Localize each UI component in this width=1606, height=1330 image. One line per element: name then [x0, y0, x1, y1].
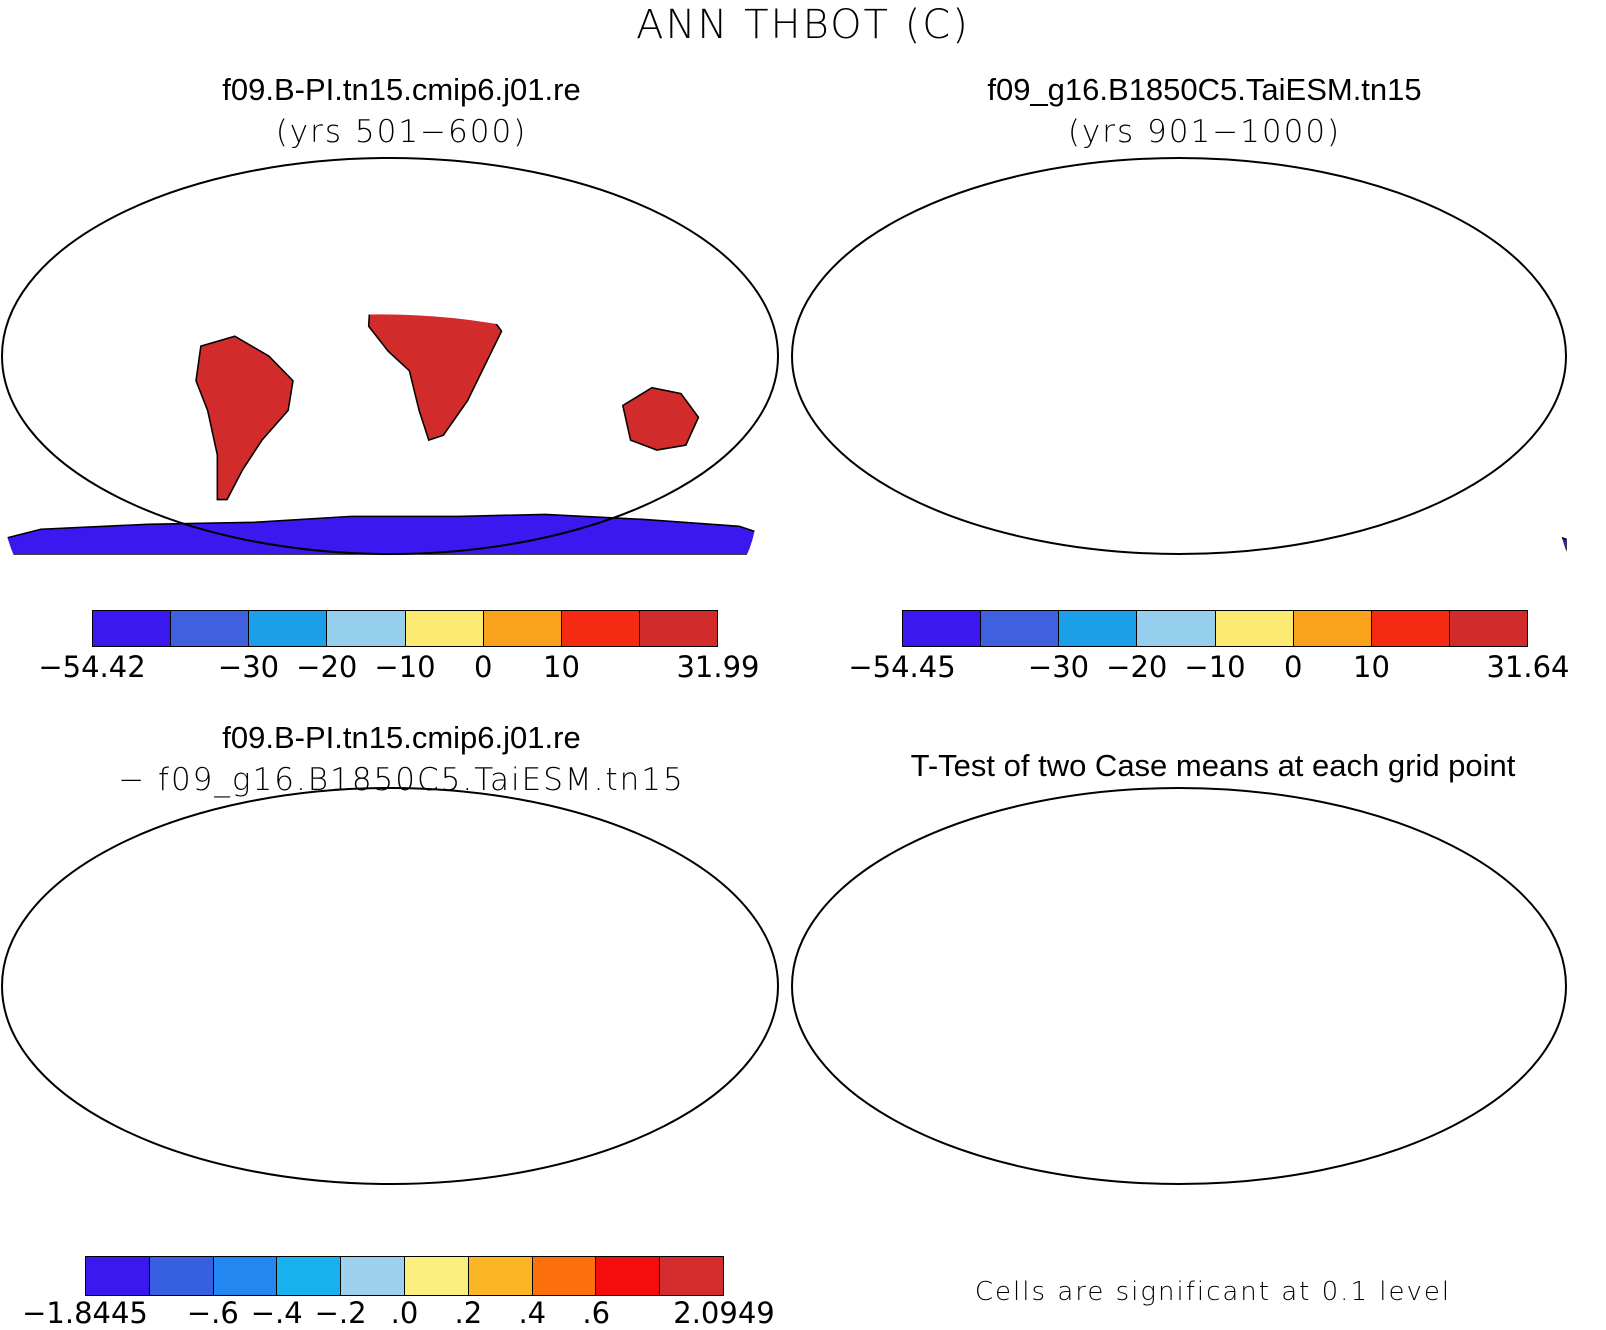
- panel-ttest-title: T-Test of two Case means at each grid po…: [910, 748, 1516, 783]
- colorbar-tick-label: −.2: [314, 1296, 367, 1330]
- panel-case1-title: f09.B-PI.tn15.cmip6.j01.re: [222, 72, 581, 107]
- colorbar-tick-label: −.6: [186, 1296, 239, 1330]
- panel-case2-subtitle: (yrs 901−1000): [1067, 114, 1342, 150]
- colorbar-tick-label: −30: [1027, 650, 1090, 684]
- colorbar-tick-label: −10: [1184, 650, 1246, 684]
- colorbar-tick-label: −20: [1106, 650, 1168, 684]
- panel-diff-subtitle: − f09_g16.B1850C5.TaiESM.tn15: [118, 762, 685, 798]
- land-afr: [369, 909, 502, 1070]
- colorbar-case2: [902, 610, 1528, 647]
- land-ant: [2, 1144, 778, 1184]
- colorbar-swatch: [532, 1257, 597, 1295]
- land-greenland: [1068, 170, 1141, 220]
- colorbar-swatch: [86, 1257, 150, 1295]
- colorbar-tick-label: .0: [390, 1296, 419, 1330]
- colorbar-swatch: [93, 611, 172, 646]
- land-greenland: [278, 170, 351, 220]
- colorbar-tick-label: 10: [1353, 650, 1390, 684]
- land-afr: [367, 314, 503, 442]
- land-afr: [1158, 279, 1291, 440]
- panel-case1-subtitle: (yrs 501−600): [275, 114, 528, 150]
- colorbar-swatch: [1449, 611, 1527, 646]
- land-na: [59, 314, 299, 340]
- map-frame: [1, 787, 779, 1185]
- land-aus: [621, 386, 700, 451]
- land-greenland: [1068, 800, 1141, 850]
- land-eur: [374, 314, 721, 323]
- colorbar-tick-label: −54.45: [848, 650, 956, 684]
- colorbar-tick-label: 31.64: [1486, 650, 1570, 684]
- colorbar-swatch: [981, 611, 1060, 646]
- map-ttest: [791, 787, 1567, 1185]
- colorbar-swatch: [1371, 611, 1450, 646]
- colorbar-swatch: [1059, 611, 1138, 646]
- land-ant: [792, 1144, 1566, 1184]
- colorbar-swatch: [327, 611, 406, 646]
- land-afr: [1158, 909, 1291, 1070]
- land-sa: [195, 335, 294, 501]
- colorbar-tick-label: −30: [217, 650, 280, 684]
- land-aus: [1411, 388, 1486, 450]
- land-sa: [986, 966, 1083, 1129]
- land-eur: [1164, 816, 1507, 952]
- colorbar-diff: [85, 1256, 724, 1296]
- map-frame: [1, 157, 779, 555]
- land-greenland: [278, 800, 351, 850]
- land-sa: [196, 966, 293, 1129]
- colorbar-swatch: [1215, 611, 1294, 646]
- land-aus: [623, 1018, 699, 1080]
- colorbar-swatch: [561, 611, 640, 646]
- colorbar-swatch: [249, 611, 328, 646]
- colorbar-tick-label: .4: [518, 1296, 547, 1330]
- colorbar-tick-label: .6: [582, 1296, 611, 1330]
- land-eur: [375, 816, 719, 952]
- colorbar-swatch: [171, 611, 250, 646]
- land-na: [60, 818, 298, 968]
- colorbar-tick-label: −1.8445: [22, 1296, 148, 1330]
- colorbar-swatch: [639, 611, 717, 646]
- significance-note: Cells are significant at 0.1 level: [974, 1277, 1452, 1307]
- colorbar-tick-label: 0: [474, 650, 493, 684]
- land-eur: [1164, 186, 1507, 322]
- colorbar-swatch: [483, 611, 562, 646]
- colorbar-swatch: [277, 1257, 342, 1295]
- colorbar-tick-label: 31.99: [676, 650, 760, 684]
- colorbar-tick-label: −54.42: [38, 650, 146, 684]
- panel-diff-title: f09.B-PI.tn15.cmip6.j01.re: [222, 720, 581, 755]
- colorbar-tick-label: .2: [454, 1296, 483, 1330]
- colorbar-swatch: [660, 1257, 723, 1295]
- colorbar-tick-label: 2.0949: [673, 1296, 775, 1330]
- colorbar-tick-label: 10: [543, 650, 580, 684]
- colorbar-swatch: [596, 1257, 661, 1295]
- colorbar-swatch: [405, 611, 484, 646]
- colorbar-case1: [92, 610, 718, 647]
- map-abs: [791, 157, 1567, 555]
- land-ant: [1558, 513, 1567, 555]
- land-sa: [986, 336, 1083, 499]
- map-frame: [791, 787, 1567, 1185]
- colorbar-swatch: [1293, 611, 1372, 646]
- map-frame: [791, 157, 1567, 555]
- figure-title: ANN THBOT (C): [636, 2, 970, 48]
- colorbar-swatch: [903, 611, 982, 646]
- colorbar-swatch: [1137, 611, 1216, 646]
- land-na: [850, 188, 1087, 338]
- colorbar-tick-label: −.4: [250, 1296, 303, 1330]
- colorbar-tick-label: −20: [296, 650, 358, 684]
- panel-case2-title: f09_g16.B1850C5.TaiESM.tn15: [987, 72, 1422, 107]
- colorbar-swatch: [149, 1257, 214, 1295]
- colorbar-swatch: [404, 1257, 469, 1295]
- colorbar-tick-label: 0: [1284, 650, 1303, 684]
- colorbar-swatch: [468, 1257, 533, 1295]
- land-na: [850, 818, 1087, 968]
- map-diff: [1, 787, 779, 1185]
- colorbar-tick-label: −10: [374, 650, 436, 684]
- map-abs: [1, 157, 779, 555]
- colorbar-swatch: [341, 1257, 405, 1295]
- land-aus: [1411, 1018, 1486, 1080]
- colorbar-swatch: [213, 1257, 278, 1295]
